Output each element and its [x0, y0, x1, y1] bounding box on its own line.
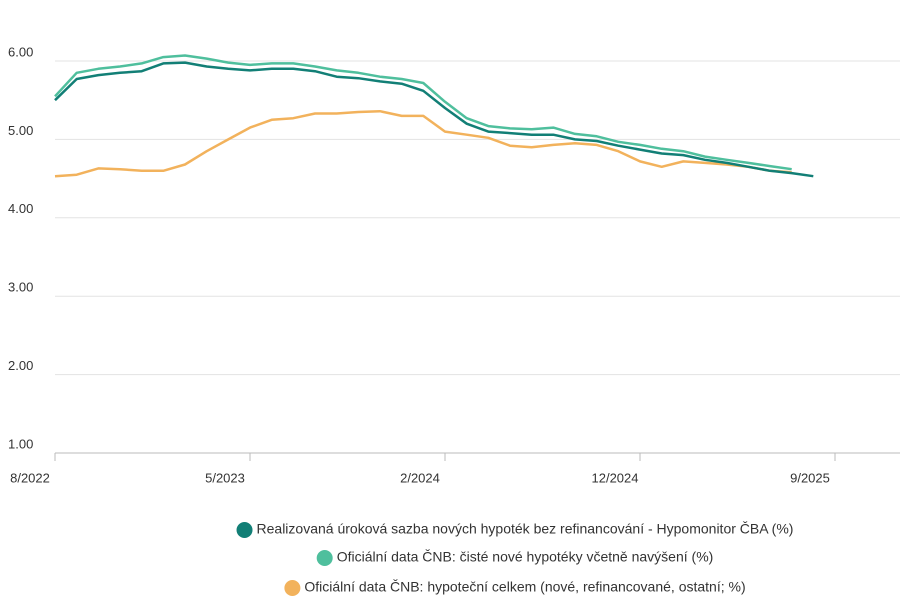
legend-label: Oficiální data ČNB: čisté nové hypotéky … — [337, 549, 714, 565]
legend-item: Oficiální data ČNB: hypoteční celkem (no… — [284, 579, 746, 596]
x-tick-label: 9/2025 — [790, 470, 830, 485]
x-tick-label: 8/2022 — [10, 470, 50, 485]
y-tick-label: 3.00 — [8, 280, 33, 295]
series-line — [54, 54, 792, 171]
legend: Realizovaná úroková sazba nových hypoték… — [236, 521, 794, 596]
legend-item: Realizovaná úroková sazba nových hypoték… — [236, 521, 794, 538]
y-tick-label: 6.00 — [8, 44, 33, 59]
y-tick-label: 5.00 — [8, 123, 33, 138]
legend-marker — [284, 580, 301, 596]
x-tick-label: 2/2024 — [400, 470, 440, 485]
legend-marker — [316, 550, 333, 566]
series-line — [54, 109, 792, 178]
legend-item: Oficiální data ČNB: čisté nové hypotéky … — [316, 549, 714, 566]
x-tick-label: 12/2024 — [592, 470, 639, 485]
y-tick-label: 2.00 — [8, 358, 33, 373]
y-tick-label: 4.00 — [8, 201, 33, 216]
x-tick-label: 5/2023 — [205, 470, 245, 485]
y-tick-label: 1.00 — [8, 436, 33, 451]
legend-label: Realizovaná úroková sazba nových hypoték… — [257, 521, 794, 537]
legend-marker — [236, 522, 253, 538]
series-line — [54, 61, 814, 178]
legend-label: Oficiální data ČNB: hypoteční celkem (no… — [304, 579, 745, 595]
